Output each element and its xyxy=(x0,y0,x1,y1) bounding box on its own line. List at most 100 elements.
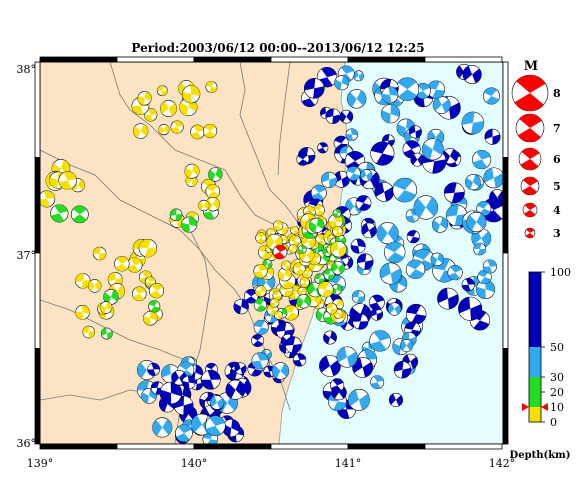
focal-mechanism-beachball xyxy=(317,281,334,298)
focal-mechanism-beachball xyxy=(461,111,485,135)
focal-mechanism-beachball xyxy=(296,294,311,309)
frame-segment xyxy=(502,252,509,349)
focal-mechanism-beachball xyxy=(332,208,342,218)
focal-mechanism-beachball xyxy=(384,241,406,264)
focal-mechanism-beachball xyxy=(299,277,310,288)
focal-mechanism-beachball xyxy=(482,259,497,274)
x-tick-labels: 139° 140° 141° 142° xyxy=(27,457,516,470)
focal-mechanism-beachball xyxy=(156,85,168,97)
focal-mechanism-beachball xyxy=(131,286,147,302)
focal-mechanism-beachball xyxy=(100,327,113,340)
focal-mechanism-beachball xyxy=(70,205,89,224)
focal-mechanism-beachball xyxy=(148,283,165,299)
frame-segment xyxy=(116,443,195,450)
focal-mechanism-beachball xyxy=(303,78,325,99)
focal-mechanism-beachball xyxy=(484,128,501,145)
depth-legend-title: Depth(km) xyxy=(510,450,571,461)
focal-mechanism-beachball xyxy=(147,362,161,376)
focal-mechanism-beachball xyxy=(92,246,107,261)
focal-mechanism-beachball xyxy=(524,227,536,239)
x-tick-140: 140° xyxy=(181,457,208,470)
focal-mechanism-beachball xyxy=(205,184,221,199)
focal-mechanism-beachball xyxy=(82,325,96,339)
magnitude-label-6: 6 xyxy=(553,153,561,166)
focal-mechanism-beachball xyxy=(271,362,290,380)
focal-mechanism-beachball xyxy=(273,220,284,231)
focal-mechanism-beachball xyxy=(325,108,341,124)
frame-segment xyxy=(502,157,509,254)
focal-mechanism-beachball xyxy=(251,334,265,348)
focal-mechanism-beachball xyxy=(222,419,241,438)
focal-mechanism-beachball xyxy=(75,305,90,320)
focal-mechanism-beachball xyxy=(511,74,549,112)
focal-mechanisms xyxy=(40,63,503,444)
focal-mechanism-beachball xyxy=(361,222,377,239)
focal-mechanism-beachball xyxy=(99,301,113,314)
focal-mechanism-beachball xyxy=(346,89,367,109)
frame-segment xyxy=(502,61,509,158)
depth-band xyxy=(529,272,541,347)
frame-segment xyxy=(193,443,272,450)
focal-mechanism-beachball xyxy=(405,259,426,280)
focal-mechanism-beachball xyxy=(336,346,358,368)
frame-segment xyxy=(347,443,426,450)
focal-mechanism-beachball xyxy=(426,80,446,99)
focal-mechanism-beachball xyxy=(323,268,335,281)
focal-mechanism-beachball xyxy=(205,81,218,93)
focal-mechanism-beachball xyxy=(40,190,56,208)
focal-mechanism-beachball xyxy=(288,244,298,254)
focal-mechanism-beachball xyxy=(370,141,395,166)
focal-mechanism-beachball xyxy=(323,330,337,345)
focal-mechanism-beachball xyxy=(421,138,444,161)
focal-mechanism-beachball xyxy=(352,313,369,330)
x-tick-142: 142° xyxy=(489,457,516,470)
x-tick-141: 141° xyxy=(335,457,362,470)
focal-mechanism-beachball xyxy=(292,262,306,276)
focal-mechanism-beachball xyxy=(310,184,327,201)
focal-mechanism-beachball xyxy=(414,82,431,99)
focal-mechanism-beachball xyxy=(138,238,158,258)
focal-mechanism-beachball xyxy=(142,310,158,326)
focal-mechanism-beachball xyxy=(255,232,267,244)
focal-mechanism-beachball xyxy=(473,242,487,256)
focal-mechanism-beachball xyxy=(413,195,439,220)
focal-mechanism-beachball xyxy=(405,303,427,325)
focal-mechanism-beachball xyxy=(348,388,370,411)
focal-mechanism-beachball xyxy=(143,108,158,122)
map-frame xyxy=(34,56,509,450)
frame-segment xyxy=(347,56,426,63)
focal-mechanism-beachball xyxy=(114,256,130,272)
focal-mechanism-beachball xyxy=(50,204,69,223)
frame-segment xyxy=(34,61,41,158)
focal-mechanism-beachball xyxy=(368,294,385,311)
focal-mechanism-beachball xyxy=(251,352,269,370)
focal-mechanism-beachball xyxy=(269,298,280,308)
focal-mechanism-beachball xyxy=(464,174,481,191)
focal-mechanism-beachball xyxy=(75,273,91,289)
mainshock-mechanism xyxy=(272,244,288,260)
focal-mechanism-beachball xyxy=(430,252,444,267)
frame-segment xyxy=(39,443,118,450)
focal-mechanism-beachball xyxy=(285,336,302,354)
focal-mechanism-beachball xyxy=(370,375,385,390)
depth-tick-50: 50 xyxy=(550,341,564,354)
focal-mechanism-beachball xyxy=(132,123,149,139)
focal-mechanism-beachball xyxy=(406,230,420,244)
y-tick-36: 36° xyxy=(17,437,37,450)
focal-mechanism-beachball xyxy=(253,319,269,335)
focal-mechanism-beachball xyxy=(272,290,282,301)
focal-mechanism-beachball xyxy=(387,302,402,316)
focal-mechanism-beachball xyxy=(159,381,183,405)
magnitude-label-3: 3 xyxy=(553,227,561,240)
frame-segment xyxy=(34,157,41,254)
focal-mechanism-beachball xyxy=(461,278,475,292)
focal-mechanism-beachball xyxy=(518,147,542,171)
focal-mechanism-beachball xyxy=(355,195,372,211)
map-area xyxy=(40,62,503,444)
focal-mechanism-beachball xyxy=(410,152,425,167)
focal-mechanism-beachball xyxy=(209,395,225,410)
depth-tick-20: 20 xyxy=(550,386,564,399)
focal-mechanism-beachball xyxy=(313,204,325,216)
frame-segment xyxy=(34,348,41,445)
focal-mechanism-beachball xyxy=(330,283,343,296)
